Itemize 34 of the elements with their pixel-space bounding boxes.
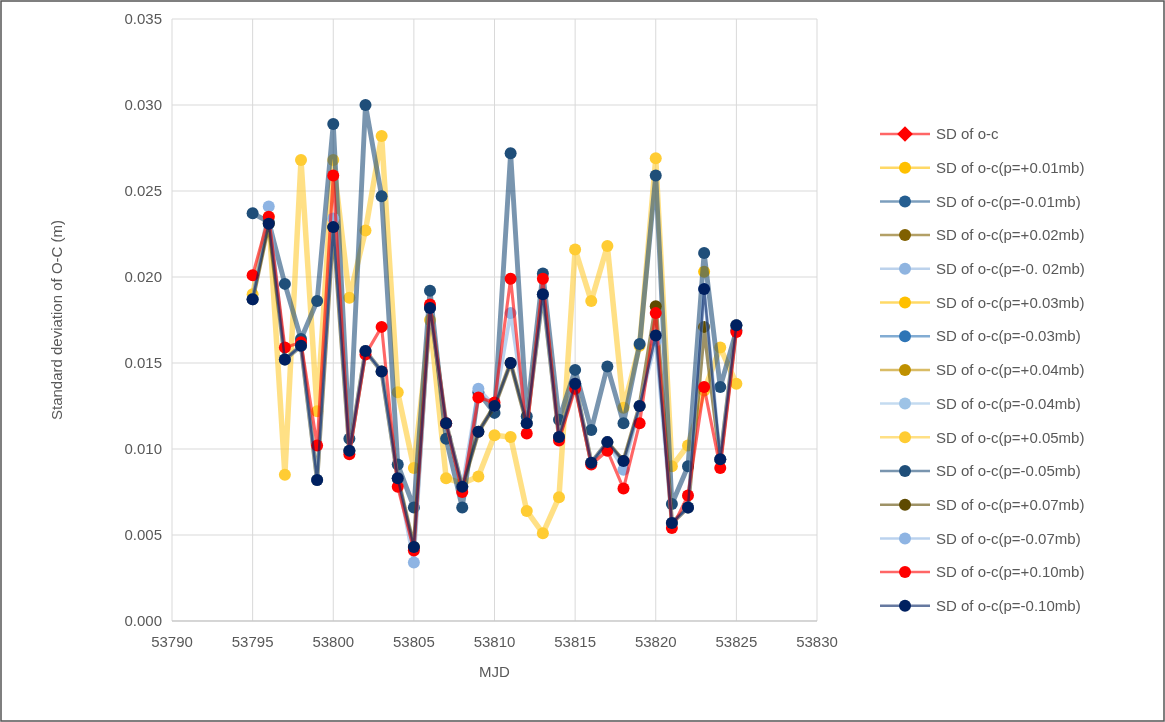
x-tick-label: 53815 [554, 633, 596, 650]
legend-label: SD of o-c(p=+0.07mb) [936, 495, 1085, 513]
x-tick-label: 53790 [151, 633, 193, 650]
legend-label: SD of o-c(p=-0.04mb) [936, 394, 1081, 412]
y-tick-label: 0.030 [124, 96, 162, 114]
y-tick-label: 0.010 [124, 440, 162, 458]
x-tick-label: 53810 [473, 633, 516, 650]
y-tick-label: 0.025 [124, 182, 162, 200]
x-tick-label: 53795 [231, 633, 274, 650]
legend-label: SD of o-c [936, 125, 1000, 143]
legend-label: SD of o-c(p=-0.07mb) [936, 529, 1081, 547]
y-tick-label: 0.035 [124, 10, 162, 28]
legend-label: SD of o-c(p=-0.05mb) [936, 462, 1081, 480]
legend-label: SD of o-c(p=+0.01mb) [936, 158, 1085, 176]
y-axis-title: Standard deviation of O-C (m) [48, 219, 65, 421]
x-tick-label: 53820 [634, 633, 677, 650]
y-tick-label: 0.020 [124, 268, 162, 286]
y-tick-label: 0.000 [124, 612, 162, 630]
legend-label: SD of o-c(p=+0.10mb) [936, 563, 1085, 581]
x-tick-label: 53825 [715, 633, 758, 650]
y-tick-label: 0.005 [124, 526, 162, 544]
legend-label: SD of o-c(p=+0.03mb) [936, 293, 1085, 311]
legend-label: SD of o-c(p=+0.02mb) [936, 226, 1085, 244]
x-tick-label: 53830 [796, 633, 838, 650]
legend-label: SD of o-c(p=-0.10mb) [936, 597, 1081, 615]
legend-label: SD of o-c(p=-0.01mb) [936, 192, 1081, 210]
x-axis-title: MJD [479, 663, 511, 680]
legend-label: SD of o-c(p=+0.04mb) [936, 361, 1085, 379]
legend-label: SD of o-c(p=+0.05mb) [936, 428, 1085, 446]
x-tick-label: 53800 [312, 633, 355, 650]
x-tick-label: 53805 [393, 633, 435, 650]
y-tick-label: 0.015 [124, 354, 162, 372]
legend-label: SD of o-c(p=-0.03mb) [936, 327, 1081, 345]
legend-label: SD of o-c(p=-0. 02mb) [936, 260, 1085, 278]
